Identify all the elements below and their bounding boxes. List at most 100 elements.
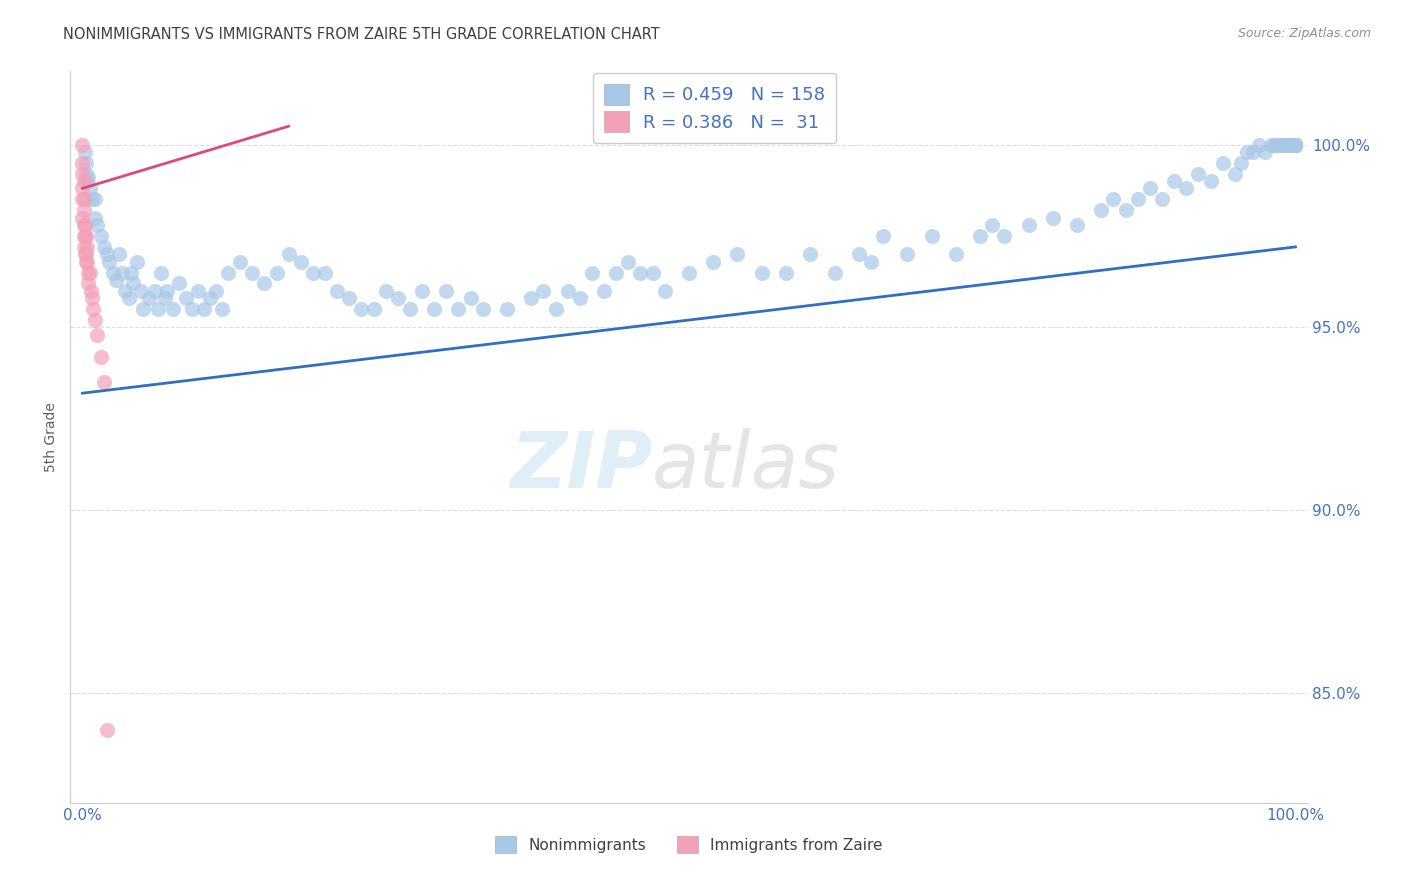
Point [205, 284, 228, 298]
Point [86, 218, 108, 232]
Point [72, 229, 94, 244]
Point [98, 254, 121, 268]
Point [72, 193, 94, 207]
Point [1284, 137, 1306, 152]
Point [83, 313, 105, 327]
Point [1278, 137, 1301, 152]
Point [460, 291, 482, 305]
Point [73, 218, 96, 232]
Point [557, 284, 579, 298]
Point [593, 284, 616, 298]
Point [187, 284, 209, 298]
Point [654, 284, 676, 298]
Point [921, 229, 943, 244]
Point [1284, 137, 1306, 152]
Point [872, 229, 894, 244]
Point [1187, 167, 1209, 181]
Legend: Nonimmigrants, Immigrants from Zaire: Nonimmigrants, Immigrants from Zaire [488, 828, 890, 861]
Point [117, 291, 139, 305]
Point [1277, 137, 1299, 152]
Point [434, 284, 457, 298]
Y-axis label: 5th Grade: 5th Grade [45, 402, 59, 472]
Point [1284, 137, 1306, 152]
Point [568, 291, 591, 305]
Point [77, 170, 100, 185]
Point [1284, 137, 1306, 152]
Point [1270, 137, 1292, 152]
Point [73, 145, 96, 159]
Point [129, 284, 152, 298]
Point [72, 156, 94, 170]
Text: Source: ZipAtlas.com: Source: ZipAtlas.com [1237, 27, 1371, 40]
Point [72, 203, 94, 218]
Point [1284, 137, 1306, 152]
Point [76, 240, 98, 254]
Point [72, 211, 94, 225]
Text: atlas: atlas [652, 428, 839, 504]
Point [1282, 137, 1305, 152]
Point [105, 273, 128, 287]
Point [1260, 137, 1282, 152]
Point [138, 291, 160, 305]
Point [76, 254, 98, 268]
Point [628, 266, 651, 280]
Point [125, 254, 148, 268]
Point [775, 266, 797, 280]
Point [447, 302, 470, 317]
Point [83, 193, 105, 207]
Point [1284, 137, 1306, 152]
Point [1284, 137, 1306, 152]
Point [337, 291, 360, 305]
Point [111, 266, 134, 280]
Point [969, 229, 991, 244]
Point [326, 284, 349, 298]
Point [314, 266, 336, 280]
Point [72, 193, 94, 207]
Point [72, 240, 94, 254]
Point [108, 247, 131, 261]
Point [1274, 137, 1296, 152]
Point [641, 266, 664, 280]
Point [727, 247, 749, 261]
Point [240, 266, 263, 280]
Point [1163, 174, 1185, 188]
Point [1284, 137, 1306, 152]
Point [193, 302, 215, 317]
Point [153, 291, 176, 305]
Point [1279, 137, 1302, 152]
Point [73, 229, 96, 244]
Point [1284, 137, 1306, 152]
Point [605, 266, 627, 280]
Point [1284, 137, 1306, 152]
Point [1284, 137, 1306, 152]
Point [277, 247, 299, 261]
Point [79, 181, 101, 195]
Point [93, 376, 115, 390]
Point [799, 247, 821, 261]
Point [266, 266, 288, 280]
Point [471, 302, 494, 317]
Point [678, 266, 700, 280]
Point [1115, 203, 1137, 218]
Point [702, 254, 724, 268]
Point [90, 350, 112, 364]
Point [544, 302, 567, 317]
Point [374, 284, 396, 298]
Point [848, 247, 870, 261]
Point [1018, 218, 1040, 232]
Point [1284, 137, 1306, 152]
Point [520, 291, 543, 305]
Point [114, 284, 136, 298]
Point [1284, 137, 1306, 152]
Point [1284, 137, 1306, 152]
Point [411, 284, 433, 298]
Point [290, 254, 312, 268]
Point [75, 254, 97, 268]
Point [363, 302, 385, 317]
Point [83, 211, 105, 225]
Point [79, 266, 101, 280]
Point [1042, 211, 1064, 225]
Point [1284, 137, 1306, 152]
Point [1267, 137, 1289, 152]
Point [75, 247, 97, 261]
